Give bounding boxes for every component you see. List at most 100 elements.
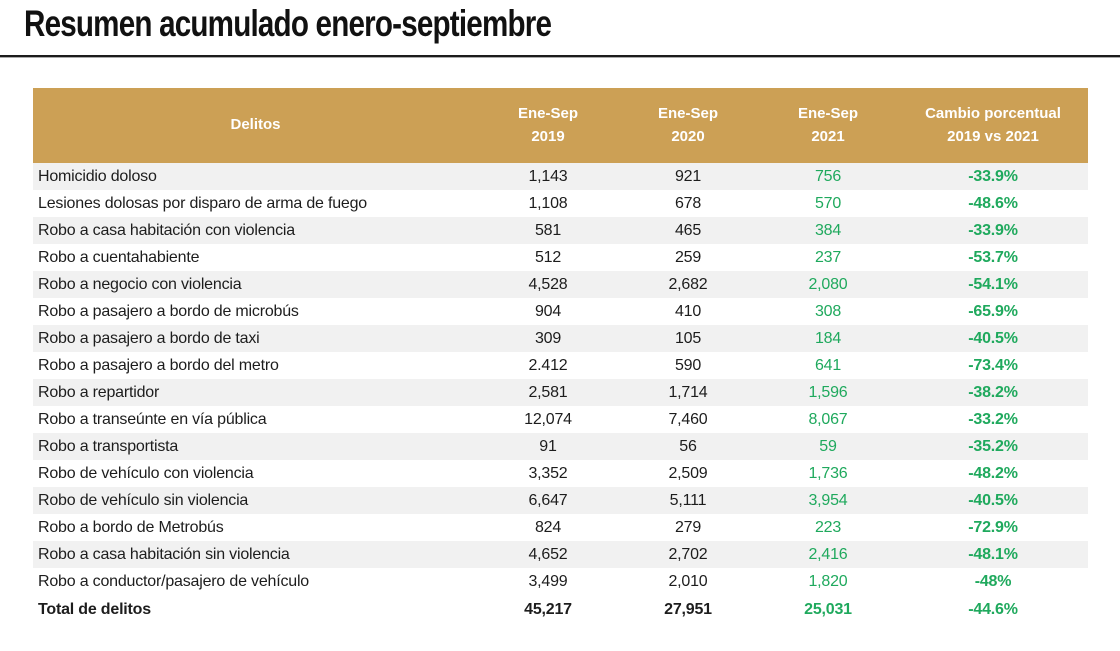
total-2021-cell: 25,031 [758, 595, 898, 624]
crime-name-cell: Robo a negocio con violencia [38, 275, 242, 293]
value-2021-cell: 8,067 [808, 410, 848, 428]
table-row: Robo a pasajero a bordo del metro 2.412 … [33, 352, 1088, 379]
value-2019-cell: 824 [534, 518, 562, 536]
value-2021-cell: 2,416 [808, 545, 848, 563]
header-2020-line1: Ene-Sep [657, 105, 718, 122]
total-pct-cell: -44.6% [898, 595, 1088, 624]
pct-change-cell: -54.1% [968, 275, 1018, 293]
header-2019-line2: 2019 [531, 127, 565, 145]
value-2020-cell: 7,460 [668, 410, 708, 428]
value-2021-cell: 308 [814, 302, 842, 320]
value-2019-cell: 2,581 [528, 383, 568, 401]
value-2021-cell: 1,820 [808, 572, 848, 590]
table-row: Robo a transportista 91 56 59 -35.2% [33, 433, 1088, 460]
table-row: Robo a pasajero a bordo de microbús 904 … [33, 298, 1088, 325]
value-2020-cell: 279 [674, 518, 702, 536]
header-2021-line1: Ene-Sep [797, 105, 858, 122]
value-2019-cell: 91 [539, 437, 557, 455]
value-2019-cell: 309 [534, 329, 562, 347]
value-2020-cell: 259 [674, 248, 702, 266]
table-row: Robo de vehículo sin violencia 6,647 5,1… [33, 487, 1088, 514]
crime-name-cell: Robo a cuentahabiente [38, 248, 200, 266]
table-footer: Total de delitos 45,217 27,951 25,031 -4… [33, 595, 1088, 624]
table-row: Robo a transeúnte en vía pública 12,074 … [33, 406, 1088, 433]
pct-change-cell: -48.1% [968, 545, 1018, 563]
crime-name-cell: Lesiones dolosas por disparo de arma de … [38, 194, 368, 212]
total-2020-cell: 27,951 [618, 595, 758, 624]
pct-change-cell: -33.9% [968, 167, 1018, 185]
value-2020-cell: 590 [674, 356, 702, 374]
crime-summary-table: Delitos Ene-Sep 2019 Ene-Sep 2020 Ene-Se… [33, 88, 1088, 624]
crime-name-cell: Robo a casa habitación sin violencia [38, 545, 290, 563]
value-2020-cell: 2,682 [668, 275, 708, 293]
value-2021-cell: 641 [814, 356, 842, 374]
crime-name-cell: Robo a pasajero a bordo del metro [38, 356, 279, 374]
value-2021-cell: 756 [814, 167, 842, 185]
value-2020-cell: 2,702 [668, 545, 708, 563]
crime-name-cell: Robo a pasajero a bordo de microbús [38, 302, 299, 320]
value-2019-cell: 3,499 [528, 572, 568, 590]
crime-name-cell: Robo a pasajero a bordo de taxi [38, 329, 260, 347]
pct-change-cell: -72.9% [968, 518, 1018, 536]
value-2019-cell: 4,528 [528, 275, 568, 293]
value-2020-cell: 465 [674, 221, 702, 239]
table-row: Robo a cuentahabiente 512 259 237 -53.7% [33, 244, 1088, 271]
value-2019-cell: 512 [534, 248, 562, 266]
value-2021-cell: 59 [819, 437, 837, 455]
value-2021-cell: 223 [814, 518, 842, 536]
pct-change-cell: -48.6% [968, 194, 1018, 212]
value-2021-cell: 384 [814, 221, 842, 239]
crime-name-cell: Robo a transeúnte en vía pública [38, 410, 267, 428]
table-row: Robo a conductor/pasajero de vehículo 3,… [33, 568, 1088, 595]
header-cambio: Cambio porcentual 2019 vs 2021 [898, 88, 1088, 163]
table-body: Homicidio doloso 1,143 921 756 -33.9% Le… [33, 163, 1088, 595]
value-2019-cell: 3,352 [528, 464, 568, 482]
value-2019-cell: 1,143 [528, 167, 568, 185]
value-2021-cell: 184 [814, 329, 842, 347]
value-2020-cell: 2,010 [668, 572, 708, 590]
pct-change-cell: -33.9% [968, 221, 1018, 239]
pct-change-cell: -65.9% [968, 302, 1018, 320]
value-2020-cell: 105 [674, 329, 702, 347]
total-row: Total de delitos 45,217 27,951 25,031 -4… [33, 595, 1088, 624]
crime-name-cell: Robo a casa habitación con violencia [38, 221, 295, 239]
value-2019-cell: 12,074 [524, 410, 572, 428]
table-row: Homicidio doloso 1,143 921 756 -33.9% [33, 163, 1088, 190]
crime-name-cell: Robo de vehículo sin violencia [38, 491, 249, 509]
header-2021-line2: 2021 [811, 127, 845, 145]
value-2020-cell: 56 [679, 437, 697, 455]
value-2021-cell: 570 [814, 194, 842, 212]
value-2020-cell: 1,714 [668, 383, 708, 401]
value-2021-cell: 2,080 [808, 275, 848, 293]
header-2019-line1: Ene-Sep [517, 105, 578, 122]
value-2021-cell: 237 [814, 248, 842, 266]
value-2021-cell: 1,736 [808, 464, 848, 482]
table-row: Robo a repartidor 2,581 1,714 1,596 -38.… [33, 379, 1088, 406]
value-2019-cell: 581 [534, 221, 562, 239]
header-delitos-label: Delitos [230, 116, 281, 134]
value-2019-cell: 2.412 [528, 356, 568, 374]
value-2019-cell: 6,647 [528, 491, 568, 509]
value-2019-cell: 904 [534, 302, 562, 320]
value-2019-cell: 1,108 [528, 194, 568, 212]
header-cambio-line2: 2019 vs 2021 [947, 127, 1039, 145]
title-divider [0, 55, 1120, 58]
value-2020-cell: 678 [674, 194, 702, 212]
table-row: Robo a bordo de Metrobús 824 279 223 -72… [33, 514, 1088, 541]
pct-change-cell: -35.2% [968, 437, 1018, 455]
pct-change-cell: -48.2% [968, 464, 1018, 482]
header-row: Delitos Ene-Sep 2019 Ene-Sep 2020 Ene-Se… [33, 88, 1088, 163]
pct-change-cell: -33.2% [968, 410, 1018, 428]
table-row: Robo a casa habitación sin violencia 4,6… [33, 541, 1088, 568]
table-row: Robo a negocio con violencia 4,528 2,682… [33, 271, 1088, 298]
value-2020-cell: 5,111 [669, 491, 707, 509]
header-2019: Ene-Sep 2019 [478, 88, 618, 163]
header-2020-line2: 2020 [671, 127, 705, 145]
value-2020-cell: 921 [674, 167, 702, 185]
header-2020: Ene-Sep 2020 [618, 88, 758, 163]
value-2021-cell: 1,596 [808, 383, 848, 401]
value-2021-cell: 3,954 [808, 491, 848, 509]
crime-name-cell: Robo a conductor/pasajero de vehículo [38, 572, 310, 590]
table-header: Delitos Ene-Sep 2019 Ene-Sep 2020 Ene-Se… [33, 88, 1088, 163]
value-2020-cell: 410 [674, 302, 702, 320]
